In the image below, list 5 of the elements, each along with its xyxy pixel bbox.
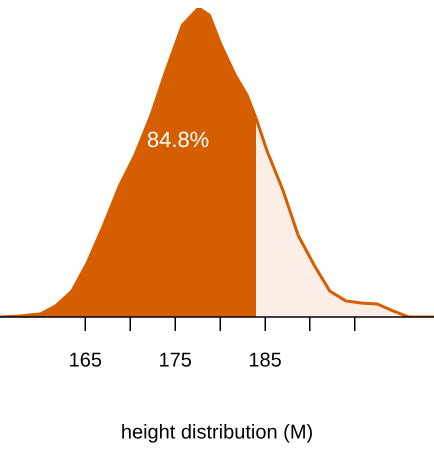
x-tick-label: 175 xyxy=(158,350,192,372)
x-tick-label: 185 xyxy=(248,350,282,372)
annotation: 84.8% xyxy=(146,126,210,152)
x-tick-label: 165 xyxy=(68,350,102,372)
x-axis-title: height distribution (M) xyxy=(120,422,314,444)
